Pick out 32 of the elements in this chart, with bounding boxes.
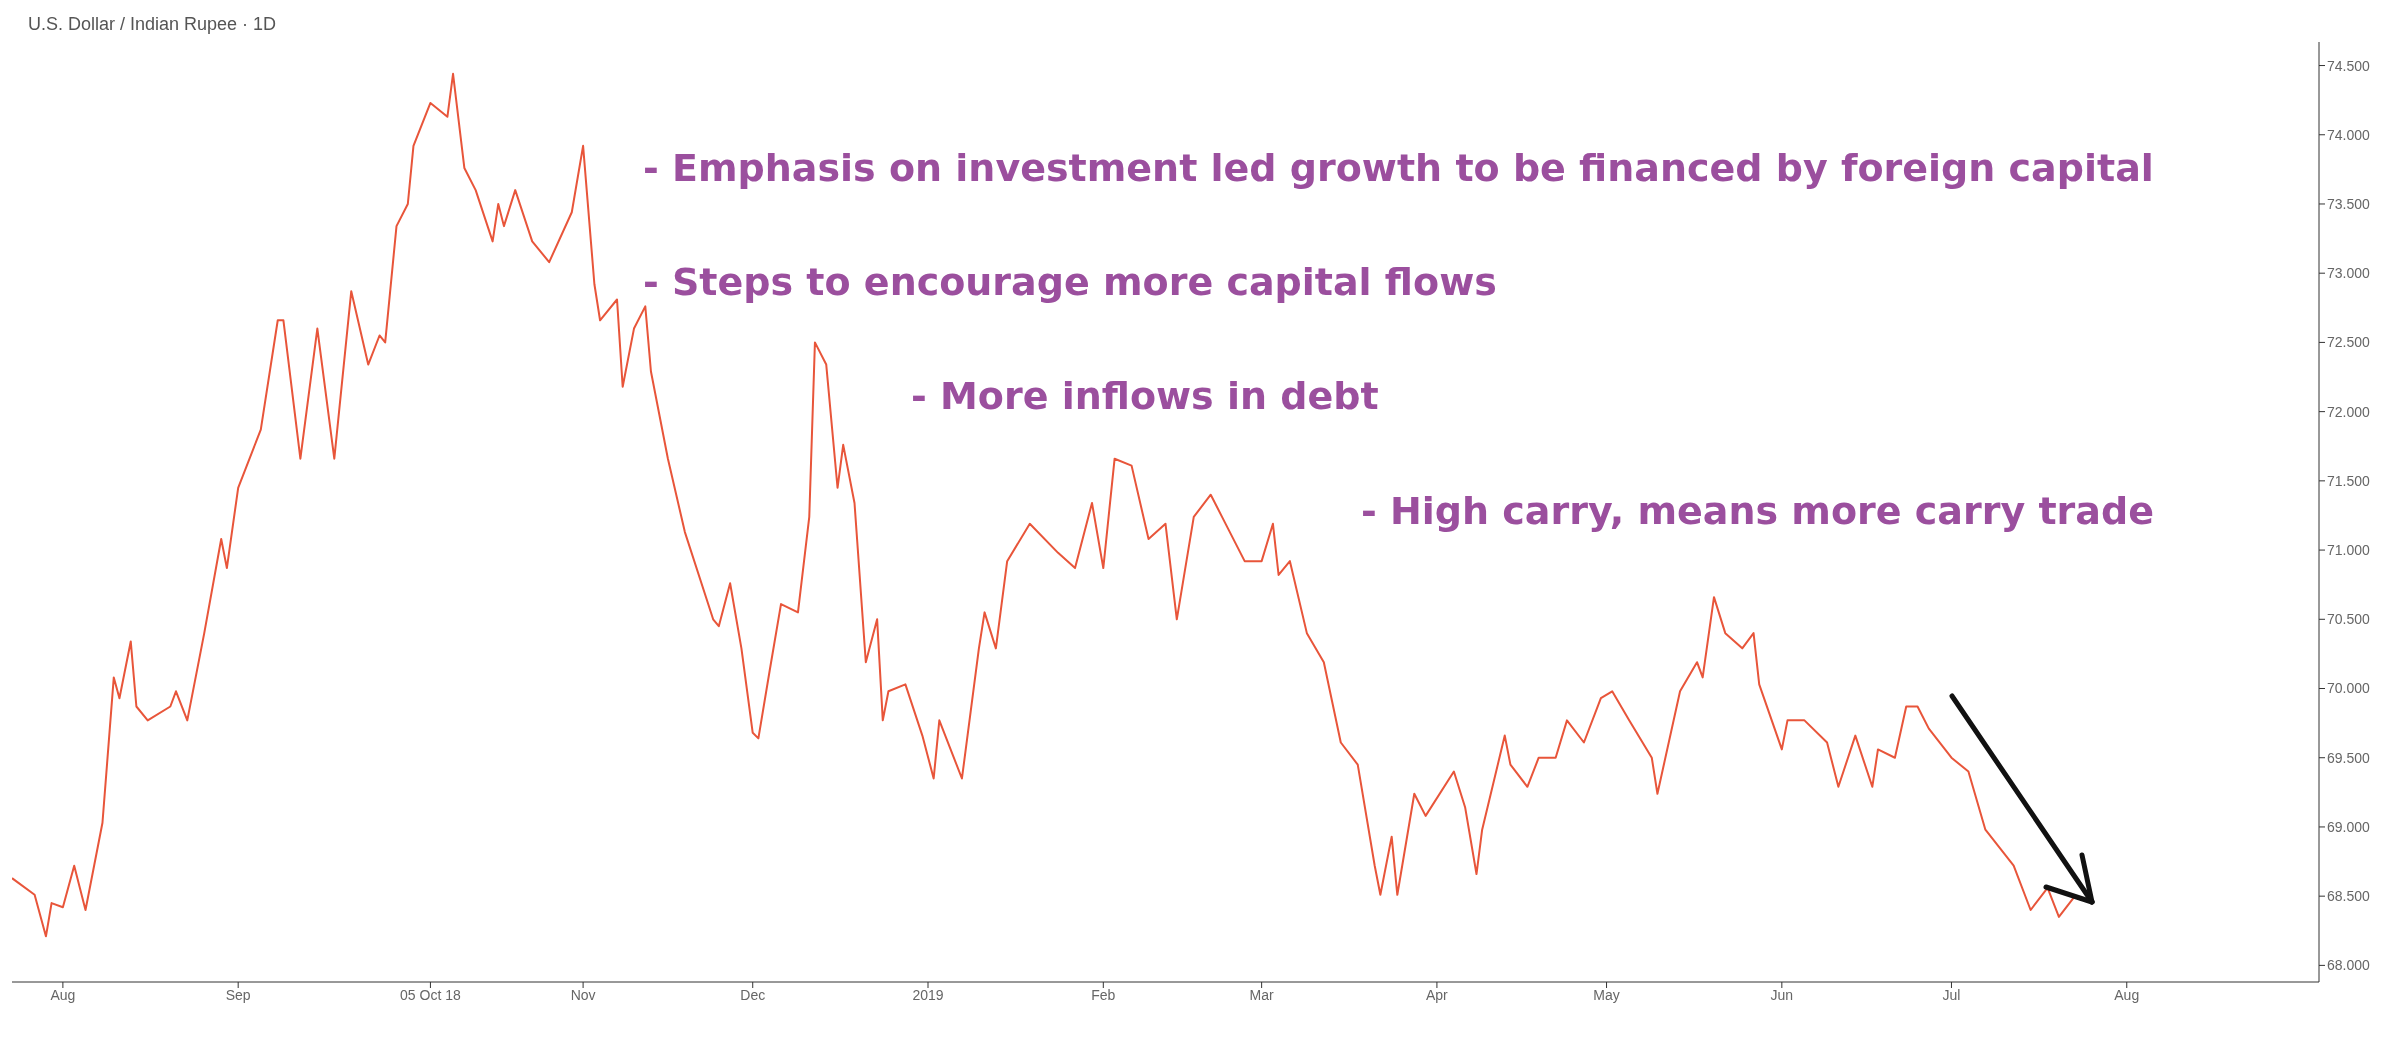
y-tick-label: 72.500 (2327, 334, 2371, 351)
x-tick-label: 2019 (912, 986, 944, 1003)
x-tick-label: Nov (570, 986, 596, 1003)
annotation: - More inflows in debt (911, 374, 1379, 418)
y-tick-label: 72.000 (2327, 403, 2371, 420)
x-tick-label: Aug (50, 986, 76, 1003)
y-tick-label: 69.000 (2327, 818, 2371, 835)
y-tick-label: 71.500 (2327, 472, 2371, 489)
y-tick-label: 73.000 (2327, 265, 2371, 282)
y-tick-label: 74.000 (2327, 126, 2371, 143)
x-tick-label: Sep (225, 986, 251, 1003)
annotation: - High carry, means more carry trade (1361, 489, 2154, 533)
x-tick-label: Mar (1249, 986, 1275, 1003)
x-tick-label: Feb (1091, 986, 1116, 1003)
x-tick-label: May (1593, 986, 1620, 1003)
y-tick-label: 68.500 (2327, 888, 2371, 905)
y-tick-label: 69.500 (2327, 749, 2371, 766)
annotation: - Emphasis on investment led growth to be financed by foreign capital (643, 146, 2154, 190)
y-tick-label: 68.000 (2327, 957, 2371, 974)
y-tick-label: 74.500 (2327, 57, 2371, 74)
x-tick-label: Jul (1942, 986, 1961, 1003)
annotation: - Steps to encourage more capital flows (643, 260, 1497, 304)
x-tick-label: 05 Oct 18 (400, 986, 461, 1003)
x-tick-label: Jun (1770, 986, 1794, 1003)
x-tick-label: Apr (1426, 986, 1449, 1003)
y-tick-label: 70.000 (2327, 680, 2371, 697)
y-tick-label: 71.000 (2327, 542, 2371, 559)
y-tick-label: 73.500 (2327, 195, 2371, 212)
x-tick-label: Dec (740, 986, 766, 1003)
chart-title: U.S. Dollar / Indian Rupee · 1D (28, 14, 277, 35)
x-tick-label: Aug (2114, 986, 2140, 1003)
y-tick-label: 70.500 (2327, 611, 2371, 628)
